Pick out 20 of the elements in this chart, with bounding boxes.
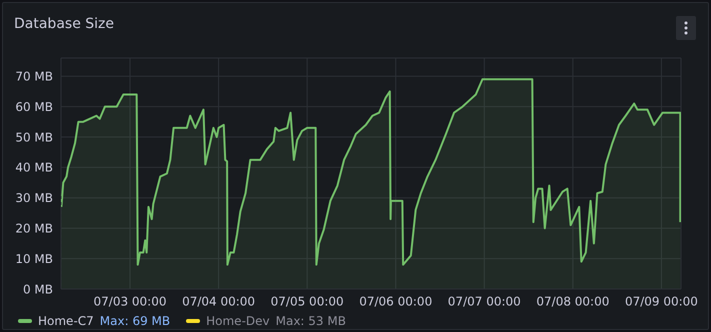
y-tick-label: 60 MB xyxy=(15,100,53,114)
x-tick-label: 07/09 00:00 xyxy=(624,294,698,309)
y-tick-label: 30 MB xyxy=(15,191,53,206)
x-tick-label: 07/03 00:00 xyxy=(94,294,167,309)
y-tick-label: 0 MB xyxy=(22,282,53,296)
chart-title: Database Size xyxy=(14,16,114,32)
y-tick-label: 20 MB xyxy=(15,221,53,236)
y-tick-label: 70 MB xyxy=(15,69,53,84)
x-tick-label: 07/07 00:00 xyxy=(448,294,521,309)
y-tick-label: 40 MB xyxy=(15,160,53,175)
x-tick-label: 07/06 00:00 xyxy=(359,294,432,309)
y-tick-label: 50 MB xyxy=(15,130,53,144)
x-tick-label: 07/08 00:00 xyxy=(536,294,610,309)
x-tick-label: 07/04 00:00 xyxy=(182,294,256,309)
legend-label: Home-Dev xyxy=(206,314,270,328)
legend-label: Home-C7 xyxy=(38,314,94,328)
x-tick-label: 07/05 00:00 xyxy=(270,294,344,309)
y-tick-label: 10 MB xyxy=(15,252,53,266)
text: Max: 53 MB xyxy=(276,314,346,328)
text: Max: 69 MB xyxy=(100,314,170,328)
